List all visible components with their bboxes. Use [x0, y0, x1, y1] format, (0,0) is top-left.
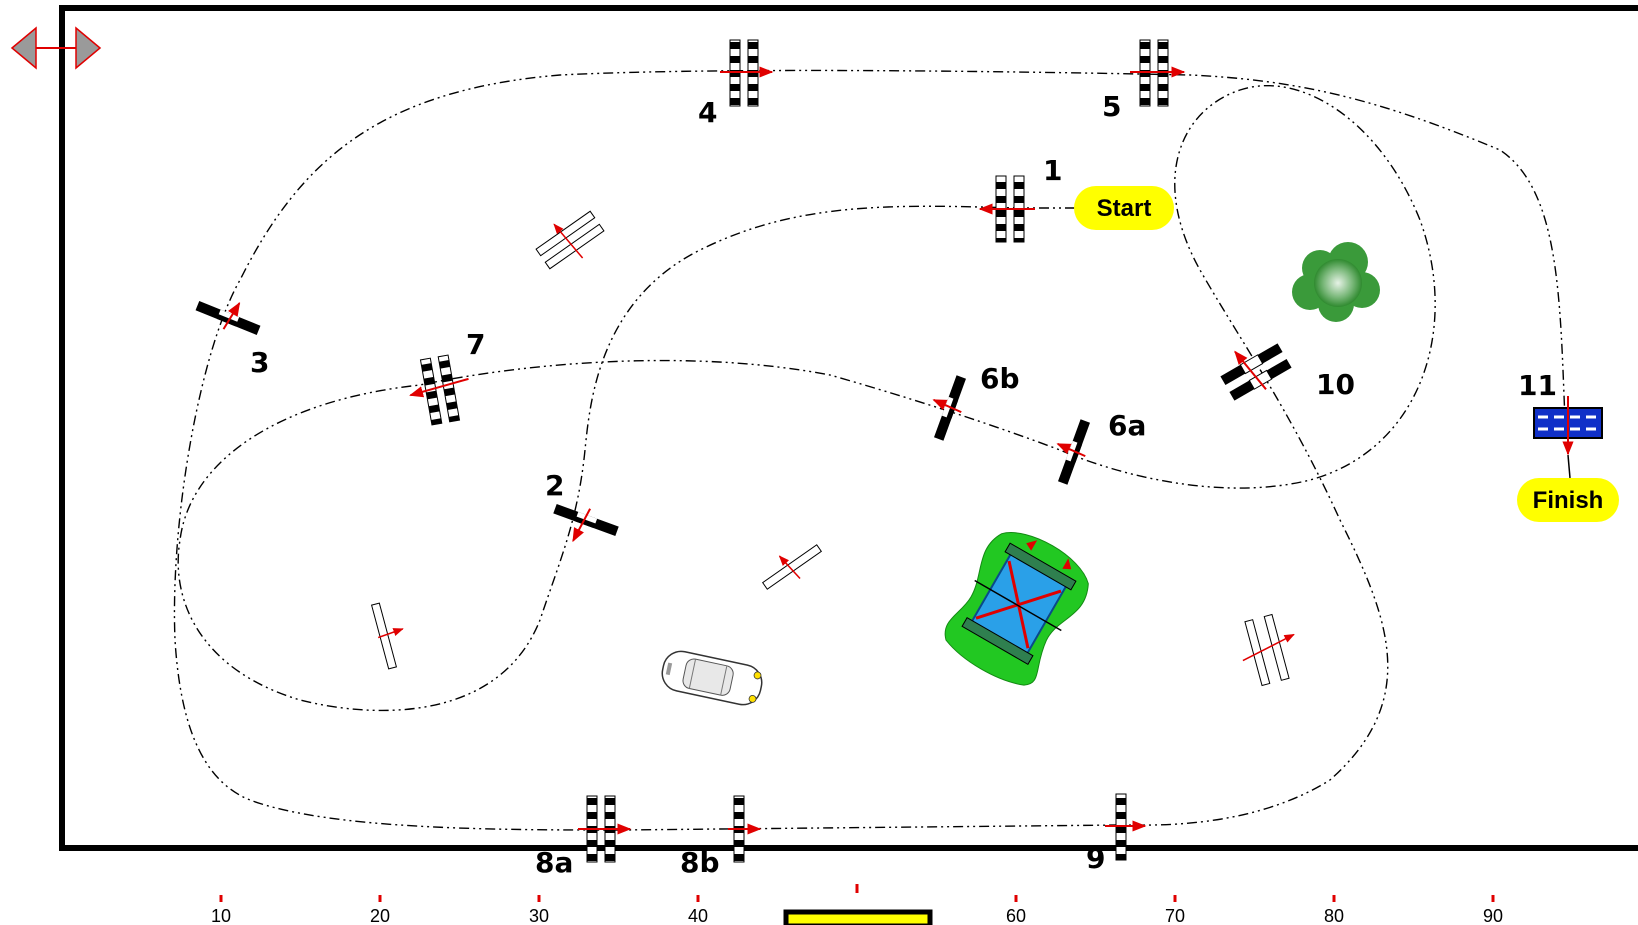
- ruler-tick-60: 60: [1006, 895, 1026, 925]
- fence-3[interactable]: [193, 289, 265, 342]
- start-label[interactable]: Start: [1074, 186, 1174, 230]
- svg-text:30: 30: [529, 906, 549, 925]
- fence-6a[interactable]: [1046, 415, 1097, 487]
- car-icon: [661, 650, 763, 706]
- svg-text:20: 20: [370, 906, 390, 925]
- fence-number-11: 11: [1518, 369, 1557, 402]
- start-label-text: Start: [1097, 195, 1152, 222]
- fence-number-1: 1: [1043, 154, 1062, 187]
- fence-number-8b: 8b: [680, 846, 720, 879]
- fence-number-3: 3: [250, 346, 269, 379]
- svg-text:90: 90: [1483, 906, 1503, 925]
- fence-number-4: 4: [698, 96, 717, 129]
- arena-border: [59, 5, 1638, 851]
- ruler-tick-70: 70: [1165, 895, 1185, 925]
- ruler-tick-20: 20: [370, 895, 390, 925]
- entrance-gate[interactable]: [783, 909, 933, 925]
- ruler-tick-30: 30: [529, 895, 549, 925]
- finish-label-text: Finish: [1533, 487, 1604, 514]
- fence-10[interactable]: [1213, 331, 1294, 406]
- fence-8b[interactable]: [728, 795, 762, 863]
- fence-9[interactable]: [1105, 793, 1147, 861]
- ruler-tick-80: 80: [1324, 895, 1344, 925]
- spare-fence-left[interactable]: [370, 599, 412, 670]
- fence-8a[interactable]: [578, 795, 632, 863]
- bottom-ruler: 10 20 30 40 60 70 80 90: [211, 884, 1503, 925]
- spare-fence-center[interactable]: [756, 535, 827, 597]
- ruler-tick-10: 10: [211, 895, 231, 925]
- spare-fence-oxer-right[interactable]: [1233, 610, 1304, 688]
- svg-text:10: 10: [211, 906, 231, 925]
- fence-2[interactable]: [547, 497, 621, 553]
- fence-4[interactable]: [720, 39, 774, 107]
- ruler-tick-40: 40: [688, 895, 708, 925]
- svg-text:70: 70: [1165, 906, 1185, 925]
- fence-7[interactable]: [405, 352, 476, 427]
- fence-1[interactable]: 1: [978, 154, 1062, 243]
- finish-label[interactable]: Finish: [1517, 478, 1619, 522]
- fence-number-2: 2: [545, 469, 564, 502]
- resize-arrow-icon[interactable]: [10, 26, 102, 70]
- fence-5[interactable]: [1130, 39, 1186, 107]
- fence-number-9: 9: [1086, 842, 1105, 875]
- fence-number-6a: 6a: [1108, 409, 1146, 442]
- fence-number-8a: 8a: [535, 846, 573, 879]
- tree-icon: [1292, 242, 1380, 322]
- course-route: [173, 69, 1566, 831]
- svg-text:80: 80: [1324, 906, 1344, 925]
- fence-number-5: 5: [1102, 90, 1121, 123]
- fence-number-6b: 6b: [980, 362, 1020, 395]
- fence-number-7: 7: [466, 328, 485, 361]
- fence-6b[interactable]: [922, 371, 973, 443]
- svg-text:60: 60: [1006, 906, 1026, 925]
- water-jump-icon[interactable]: [933, 518, 1100, 697]
- spare-fence-oxer-upper[interactable]: [530, 203, 609, 277]
- fence-number-10: 10: [1316, 368, 1355, 401]
- svg-text:40: 40: [688, 906, 708, 925]
- fence-11[interactable]: [1533, 396, 1603, 479]
- ruler-tick-90: 90: [1483, 895, 1503, 925]
